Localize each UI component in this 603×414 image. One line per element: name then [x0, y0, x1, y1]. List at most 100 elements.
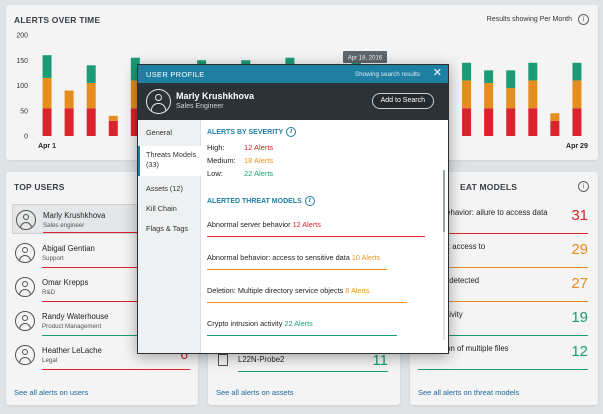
list-item[interactable]: Heather LeLache Legal 6: [12, 340, 194, 370]
list-item[interactable]: Randy Waterhouse Product Management: [12, 306, 194, 336]
nav-threat-models[interactable]: Threats Models (33): [138, 146, 202, 176]
threat-bar: [418, 334, 588, 336]
bar-medium: [506, 88, 516, 109]
see-all-threats-link[interactable]: See all alerts on threat models: [418, 388, 520, 397]
scrollbar-thumb[interactable]: [443, 170, 445, 232]
bar-low: [462, 62, 472, 81]
threat-model-bar: [207, 301, 407, 303]
user-role: Sales engineer: [43, 222, 85, 229]
bar-high: [42, 108, 52, 136]
chart-title: ALERTS OVER TIME: [14, 15, 101, 25]
avatar: [15, 277, 35, 297]
threat-name: behavior: access to: [418, 242, 486, 251]
bar-medium: [462, 80, 472, 109]
bar-low: [572, 62, 582, 81]
bar-low: [42, 55, 52, 78]
threat-count: 27: [571, 275, 588, 292]
threat-count: 29: [571, 241, 588, 258]
threat-model-label: Abnormal server behavior: [207, 220, 291, 229]
nav-kill-chain[interactable]: Kill Chain: [146, 204, 177, 213]
bar-low: [528, 62, 538, 81]
threat-model-row[interactable]: Crypto intrusion activity 22 Alerts: [207, 317, 425, 336]
bar-high: [484, 108, 494, 136]
avatar: [15, 243, 35, 263]
user-role: Product Management: [42, 323, 102, 330]
threat-model-label: Abnormal behavior: access to sensitive d…: [207, 253, 350, 262]
threat-count: 19: [571, 309, 588, 326]
add-to-search-button[interactable]: Add to Search: [371, 93, 434, 109]
y-tick-label: 100: [16, 83, 28, 90]
severity-row: Medium: 18 Alerts: [207, 156, 273, 165]
modal-subtitle: Showing search results: [354, 71, 420, 78]
threat-name: Encryption of multiple files: [418, 344, 509, 353]
profile-header: Marly Krushkhova Sales Engineer Add to S…: [138, 83, 448, 120]
severity-label: Medium:: [207, 156, 236, 165]
profile-name: Marly Krushkhova: [176, 91, 255, 101]
profile-content: ALERTS BY SEVERITY i High: 12 Alerts Medium…: [201, 120, 448, 353]
user-bar: [42, 300, 190, 302]
bar-low: [130, 57, 140, 81]
bar-medium: [572, 80, 582, 109]
avatar: [146, 89, 171, 114]
info-icon[interactable]: i: [286, 127, 297, 137]
threat-count: 31: [571, 207, 588, 224]
threat-bar: [418, 232, 588, 234]
x-tick-label: Apr 29: [566, 143, 588, 150]
user-name: Omar Krepps: [42, 278, 89, 287]
list-item[interactable]: behavior: access to 29: [418, 238, 592, 268]
threat-model-row[interactable]: Abnormal server behavior 12 Alerts: [207, 218, 425, 237]
nav-general[interactable]: General: [146, 128, 172, 137]
bar-medium: [550, 113, 560, 121]
severity-value: 12 Alerts: [244, 143, 274, 152]
bar-medium: [484, 82, 494, 109]
info-icon[interactable]: i: [578, 181, 589, 192]
nav-assets[interactable]: Assets (12): [146, 184, 183, 193]
severity-label: Low:: [207, 169, 223, 178]
scrollbar-track[interactable]: [443, 170, 445, 340]
threat-model-value: 8 Alerts: [345, 286, 370, 295]
threat-model-row[interactable]: Abnormal behavior: access to sensitive d…: [207, 251, 425, 270]
threat-bar: [418, 266, 588, 268]
bar-high: [108, 120, 118, 136]
user-bar: [42, 266, 190, 268]
list-item[interactable]: Encryption of multiple files 12: [418, 340, 592, 370]
user-role: Support: [42, 255, 64, 262]
list-item[interactable]: server behavior: ailure to access data 31: [418, 204, 592, 234]
user-name: Abigail Gentian: [42, 244, 95, 253]
threat-count: 12: [571, 343, 588, 360]
threat-model-label: Deletion: Multiple directory service obj…: [207, 286, 344, 295]
threat-model-row[interactable]: Deletion: Multiple directory service obj…: [207, 284, 425, 303]
info-icon[interactable]: i: [578, 14, 589, 25]
bar-high: [86, 108, 96, 136]
user-name: Randy Waterhouse: [42, 312, 109, 321]
severity-row: High: 12 Alerts: [207, 143, 273, 152]
asset-bar: [238, 370, 388, 372]
chart-tooltip: [342, 51, 387, 63]
see-all-assets-link[interactable]: See all alerts on assets: [216, 388, 294, 397]
nav-flags-tags[interactable]: Flags & Tags: [146, 224, 189, 233]
bar-high: [462, 108, 472, 136]
threat-model-bar: [207, 268, 387, 270]
threat-model-value: 22 Alerts: [284, 319, 313, 328]
user-bar: [42, 368, 190, 370]
threat-model-bar: [207, 334, 397, 336]
list-item[interactable]: Omar Krepps R&D: [12, 272, 194, 302]
list-item[interactable]: Abigail Gentian Support: [12, 238, 194, 268]
results-per-month-label[interactable]: Results showing Per Month: [486, 16, 572, 23]
severity-section-title: ALERTS BY SEVERITY i: [207, 127, 297, 137]
threat-model-value: 10 Alerts: [351, 253, 381, 262]
info-icon[interactable]: i: [304, 196, 315, 206]
see-all-users-link[interactable]: See all alerts on users: [14, 388, 89, 397]
close-icon[interactable]: ✕: [432, 67, 442, 79]
severity-row: Low: 22 Alerts: [207, 169, 273, 178]
bar-medium: [64, 90, 74, 109]
threat-model-label: Crypto intrusion activity: [207, 319, 283, 328]
x-tick-label: Apr 1: [38, 143, 56, 150]
bar-low: [506, 70, 516, 89]
chart-tooltip-text: Apr 18, 2016: [348, 56, 383, 62]
severity-value: 18 Alerts: [244, 156, 274, 165]
list-item[interactable]: L22N-Probe2 11: [216, 352, 392, 372]
bar-medium: [108, 115, 118, 121]
bar-medium: [42, 77, 52, 109]
bar-high: [506, 108, 516, 136]
